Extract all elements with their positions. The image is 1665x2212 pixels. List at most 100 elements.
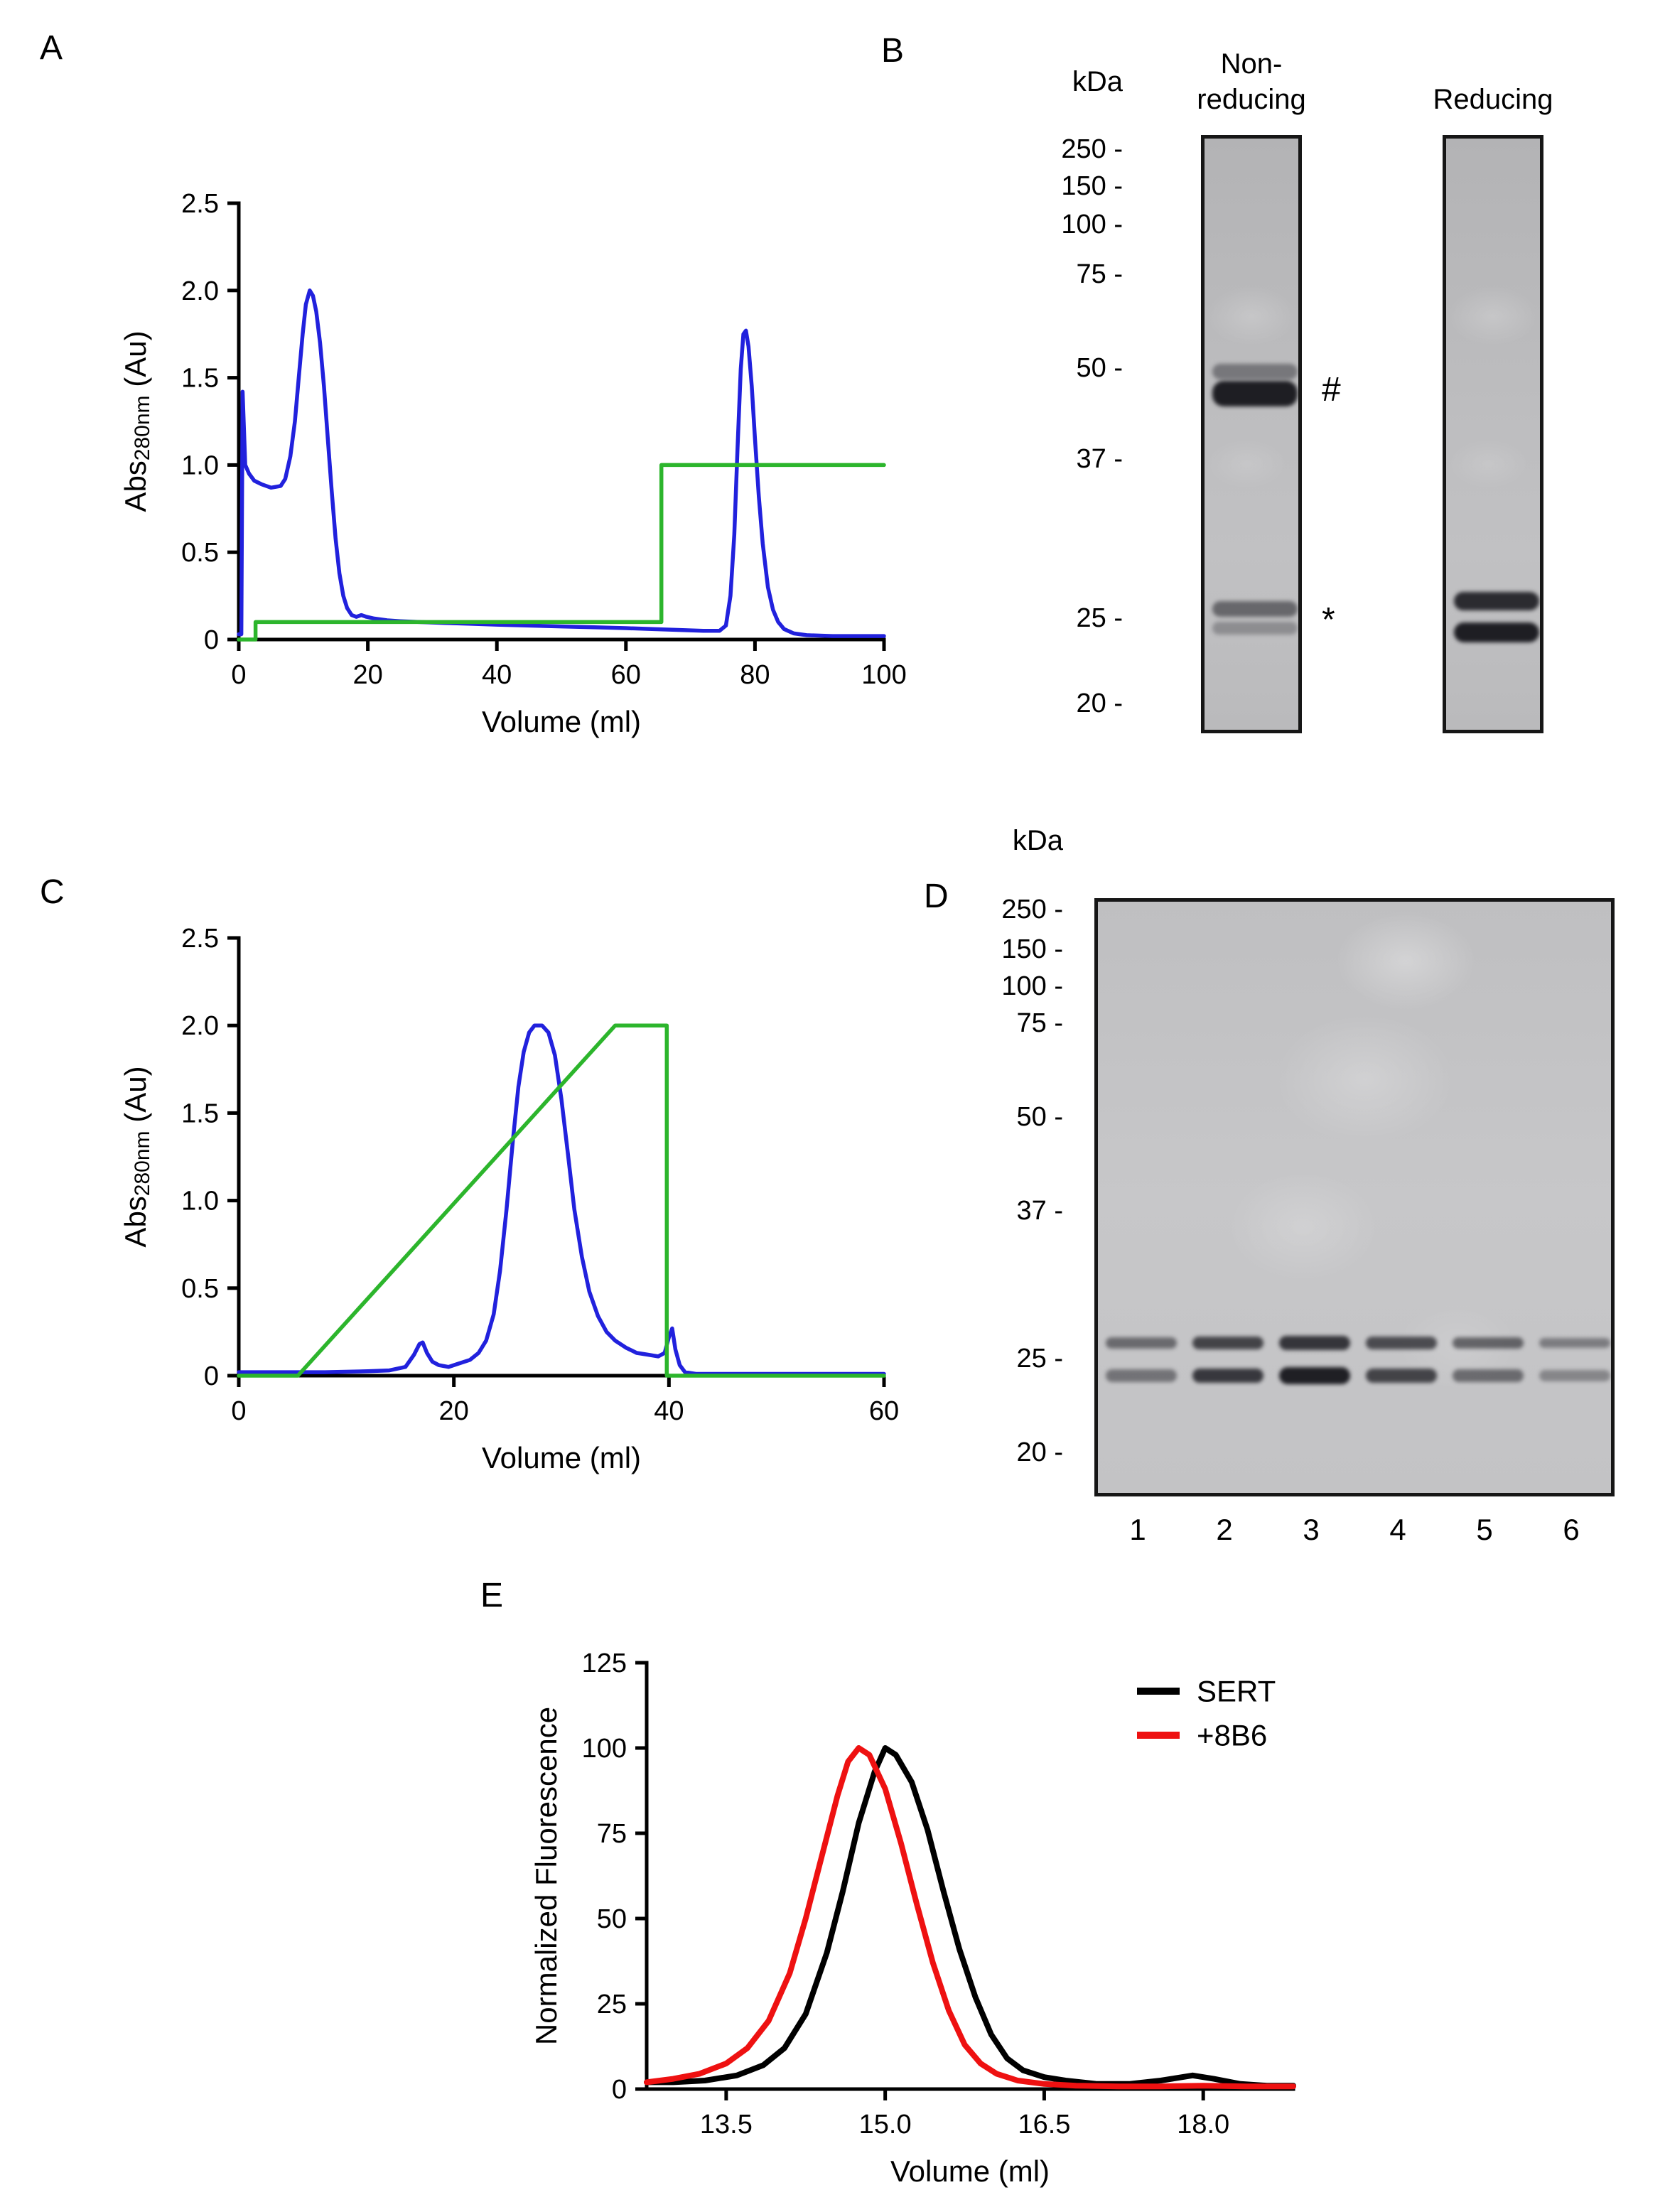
panel-label-c: C	[40, 873, 65, 911]
gel-band	[1454, 592, 1539, 611]
molecular-weight-marker-label: 20 -	[1016, 1437, 1063, 1467]
x-tick-label: 40	[482, 660, 512, 690]
x-tick-label: 60	[611, 660, 641, 690]
y-tick-label: 2.5	[181, 924, 219, 954]
lane-number: 4	[1389, 1513, 1406, 1546]
gel-band	[1212, 621, 1298, 635]
molecular-weight-marker-label: 25 -	[1076, 603, 1123, 633]
lane-number: 1	[1129, 1513, 1146, 1546]
y-tick-label: 100	[582, 1734, 627, 1764]
molecular-weight-marker-label: 150 -	[1061, 171, 1123, 201]
band-annotation: #	[1322, 370, 1341, 409]
molecular-weight-marker-label: 25 -	[1016, 1344, 1063, 1374]
molecular-weight-marker-label: 75 -	[1016, 1008, 1063, 1038]
x-tick-label: 60	[869, 1396, 899, 1426]
y-tick-label: 0.5	[181, 538, 219, 568]
gel-band	[1453, 1369, 1524, 1383]
kda-header: kDa	[1012, 825, 1063, 856]
panel-label-d: D	[924, 878, 949, 915]
y-tick-label: 2.0	[181, 1011, 219, 1041]
y-tick-label: 2.5	[181, 189, 219, 219]
gel-band	[1279, 1367, 1350, 1385]
x-tick-label: 80	[740, 660, 770, 690]
gel-image	[1094, 898, 1615, 1496]
molecular-weight-marker-label: 50 -	[1016, 1102, 1063, 1132]
y-tick-label: 0.5	[181, 1274, 219, 1304]
molecular-weight-marker-label: 100 -	[1001, 971, 1063, 1001]
series-plus-8b6	[644, 1745, 1296, 2090]
legend-label-plus-8b6: +8B6	[1197, 1719, 1267, 1752]
gel-band	[1192, 1369, 1263, 1383]
y-tick-label: 1.0	[181, 1187, 219, 1216]
series-sert	[644, 1745, 1296, 2089]
molecular-weight-marker-label: 150 -	[1001, 934, 1063, 964]
molecular-weight-marker-label: 37 -	[1076, 444, 1123, 474]
x-axis-title: Volume (ml)	[482, 1441, 641, 1474]
series-uv-absorbance	[237, 1023, 886, 1376]
legend-label-sert: SERT	[1197, 1675, 1276, 1708]
gel-band	[1453, 1337, 1524, 1349]
lane-number: 2	[1216, 1513, 1233, 1546]
gel-band	[1212, 364, 1298, 379]
gel-band	[1366, 1337, 1437, 1350]
y-tick-label: 125	[582, 1649, 627, 1678]
gel-band	[1212, 380, 1298, 406]
gel-band	[1212, 601, 1298, 617]
molecular-weight-marker-label: 75 -	[1076, 259, 1123, 289]
gel-band	[1192, 1337, 1263, 1350]
y-tick-label: 1.5	[181, 1099, 219, 1128]
y-tick-label: 2.0	[181, 276, 219, 306]
y-tick-label: 1.5	[181, 364, 219, 394]
y-axis-title: Abs280nm (Au)	[119, 1066, 154, 1247]
gel-band	[1539, 1370, 1610, 1382]
x-tick-label: 20	[352, 660, 382, 690]
molecular-weight-marker-label: 250 -	[1061, 134, 1123, 164]
x-tick-label: 15.0	[859, 2110, 912, 2140]
molecular-weight-marker-label: 50 -	[1076, 353, 1123, 383]
x-tick-label: 0	[231, 1396, 246, 1426]
kda-header: kDa	[1072, 66, 1123, 97]
fsec-trace-panel-e: 13.5 15.0 16.5 18.0 0 25 50 75 100 125 Volume (ml)…	[529, 1649, 1296, 2188]
x-tick-label: 40	[654, 1396, 684, 1426]
x-tick-label: 16.5	[1018, 2110, 1070, 2140]
y-tick-label: 25	[597, 1990, 627, 2019]
x-tick-label: 13.5	[700, 2110, 753, 2140]
gel-band	[1539, 1338, 1610, 1349]
gel-lane-image-2	[1443, 135, 1543, 733]
y-tick-label: 0	[204, 1361, 219, 1391]
series-buffer-gradient	[237, 463, 886, 642]
panel-label-a: A	[40, 29, 63, 67]
gel-lane-title: reducing	[1197, 84, 1306, 115]
series-buffer-gradient	[237, 1023, 886, 1378]
band-annotation: *	[1322, 601, 1335, 640]
chromatogram-panel-a: 0 20 40 60 80 100 0 0.5 1.0 1.5 2.0 2.5 Volume (ml) A…	[119, 189, 907, 738]
gel-lane-image-1	[1201, 135, 1302, 733]
y-tick-label: 0	[612, 2075, 627, 2105]
gel-lane-title: Reducing	[1433, 84, 1553, 115]
lane-number: 5	[1476, 1513, 1493, 1546]
y-axis-title: Abs280nm (Au)	[119, 330, 154, 512]
x-tick-label: 18.0	[1177, 2110, 1229, 2140]
y-tick-label: 1.0	[181, 451, 219, 480]
x-tick-label: 20	[439, 1396, 469, 1426]
molecular-weight-marker-label: 20 -	[1076, 689, 1123, 718]
gel-band	[1279, 1336, 1350, 1351]
x-tick-label: 0	[231, 660, 246, 690]
lane-number: 6	[1563, 1513, 1580, 1546]
gel-band	[1454, 622, 1539, 643]
molecular-weight-marker-label: 250 -	[1001, 895, 1063, 924]
x-tick-label: 100	[861, 660, 906, 690]
lane-number: 3	[1303, 1513, 1320, 1546]
gel-band	[1106, 1369, 1177, 1383]
y-tick-label: 0	[204, 625, 219, 655]
molecular-weight-marker-label: 37 -	[1016, 1196, 1063, 1226]
gel-band	[1366, 1369, 1437, 1383]
molecular-weight-marker-label: 100 -	[1061, 210, 1123, 239]
y-tick-label: 75	[597, 1819, 627, 1849]
x-axis-title: Volume (ml)	[482, 705, 641, 738]
chromatogram-panel-c: 0 20 40 60 0 0.5 1.0 1.5 2.0 2.5 Volume (ml) Abs280…	[119, 924, 900, 1474]
panel-label-b: B	[881, 32, 905, 70]
